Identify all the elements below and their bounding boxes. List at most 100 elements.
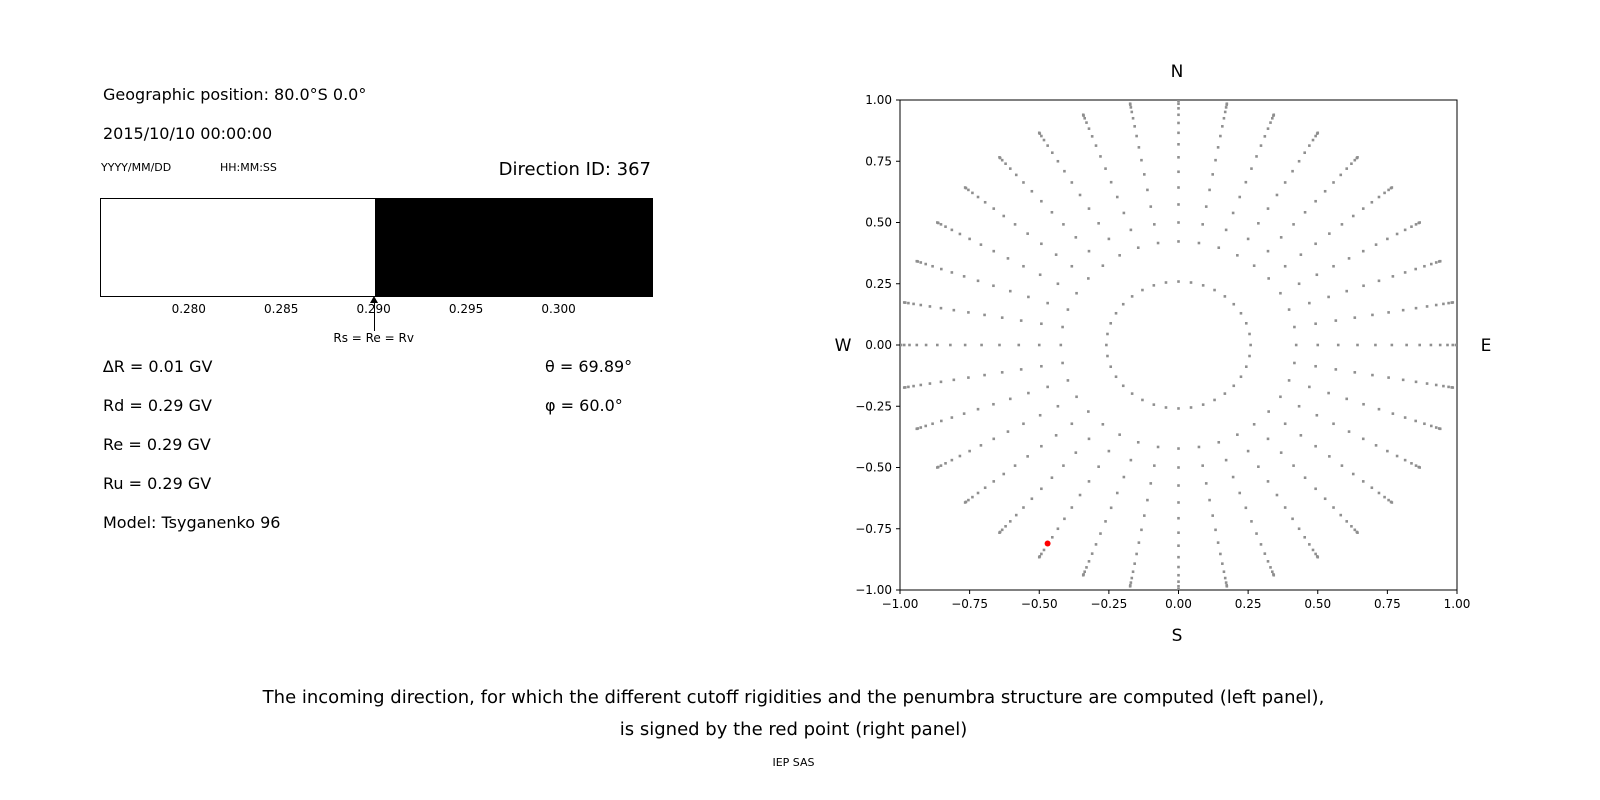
direction-dot xyxy=(1221,562,1224,565)
direction-dot xyxy=(1377,407,1381,411)
direction-dot xyxy=(1224,458,1228,462)
direction-dot xyxy=(1152,284,1156,287)
direction-dot xyxy=(936,221,939,224)
direction-dot xyxy=(1042,548,1046,552)
direction-dot xyxy=(1383,191,1386,195)
direction-dot xyxy=(1353,316,1357,319)
direction-dot xyxy=(1244,321,1248,325)
direction-dot xyxy=(1177,280,1180,283)
direction-dot xyxy=(1356,531,1359,534)
direction-dot xyxy=(1129,458,1133,462)
direction-dot xyxy=(1121,302,1125,306)
direction-dot xyxy=(1101,423,1105,426)
y-tick-label: −1.00 xyxy=(855,583,892,597)
direction-dot xyxy=(1223,295,1227,298)
direction-dot xyxy=(1087,207,1091,210)
direction-dot xyxy=(1267,277,1270,280)
plot-border xyxy=(899,99,1458,591)
direction-dot xyxy=(1299,253,1303,256)
direction-dot xyxy=(1118,254,1121,257)
direction-dot xyxy=(1272,113,1276,117)
direction-dot xyxy=(1050,476,1054,480)
direction-dot xyxy=(1255,155,1258,158)
y-tick-label: 0.75 xyxy=(865,154,892,168)
direction-dot xyxy=(1377,279,1381,283)
direction-dot xyxy=(1038,413,1042,417)
x-tick-label: 0.00 xyxy=(1165,597,1192,611)
direction-dot xyxy=(979,444,983,447)
direction-dot xyxy=(1297,527,1301,531)
direction-dot xyxy=(949,343,952,347)
direction-dot xyxy=(1070,264,1074,268)
direction-dot xyxy=(1279,291,1282,295)
direction-dot xyxy=(1177,565,1180,569)
direction-dot xyxy=(1085,566,1088,569)
direction-dot xyxy=(1177,240,1180,243)
direction-dot xyxy=(1056,282,1060,286)
direction-dot xyxy=(1339,513,1343,517)
direction-dot xyxy=(1136,440,1140,444)
direction-dot xyxy=(1266,560,1270,563)
direction-dot xyxy=(1314,444,1317,448)
direction-dot xyxy=(939,380,943,384)
direction-dot xyxy=(1414,419,1417,423)
direction-dot xyxy=(1410,462,1413,465)
direction-dot xyxy=(1223,392,1227,395)
direction-dot xyxy=(1299,434,1303,437)
direction-dot xyxy=(950,416,954,419)
direction-dot xyxy=(1451,386,1455,389)
direction-dot xyxy=(1152,403,1156,406)
direction-dot xyxy=(1177,131,1180,135)
direction-dot xyxy=(1374,343,1377,347)
x-tick-label: −1.00 xyxy=(882,597,919,611)
direction-dot xyxy=(1177,156,1180,159)
direction-dot xyxy=(1386,449,1389,453)
penumbra-tick-label: 0.280 xyxy=(171,302,206,316)
direction-dot xyxy=(1222,570,1226,574)
direction-dot xyxy=(1351,214,1355,218)
direction-dot xyxy=(952,378,956,382)
direction-dot xyxy=(1177,501,1180,504)
direction-dot xyxy=(1026,455,1029,458)
direction-dot xyxy=(1371,373,1374,377)
direction-dot xyxy=(1087,437,1091,441)
direction-dot xyxy=(1401,378,1405,382)
direction-dot xyxy=(1115,195,1119,199)
direction-dot xyxy=(1030,189,1034,193)
direction-dot xyxy=(1070,422,1074,426)
direction-dot xyxy=(1149,482,1153,485)
direction-dot xyxy=(1164,281,1168,284)
direction-dot xyxy=(1214,528,1217,532)
delta-r-value: ∆R = 0.01 GV xyxy=(103,357,213,376)
direction-dot xyxy=(1316,131,1320,135)
direction-dot xyxy=(1244,180,1248,184)
direction-dot xyxy=(900,343,902,347)
direction-dot xyxy=(1201,284,1205,287)
direction-dot xyxy=(950,458,954,462)
y-tick-label: 0.25 xyxy=(865,277,892,291)
direction-dot xyxy=(1141,398,1144,402)
direction-dot xyxy=(1014,513,1018,517)
direction-dot xyxy=(1177,102,1180,106)
direction-dot xyxy=(1231,211,1235,215)
direction-dot xyxy=(1377,491,1381,495)
direction-dot xyxy=(1386,237,1389,241)
direction-dot xyxy=(1040,199,1043,203)
date-format-label: YYYY/MM/DD xyxy=(101,161,172,174)
direction-dot xyxy=(1061,325,1064,329)
direction-dot xyxy=(1062,223,1065,226)
direction-dot xyxy=(1118,433,1121,436)
direction-dot xyxy=(1266,207,1270,210)
compass-label-E: E xyxy=(1481,336,1492,356)
direction-dot xyxy=(1040,444,1043,448)
direction-dot xyxy=(1217,440,1221,444)
direction-dot xyxy=(1423,422,1426,426)
direction-dot xyxy=(1214,158,1217,162)
direction-dot xyxy=(1339,173,1343,177)
direction-dot xyxy=(1040,552,1043,556)
direction-dot xyxy=(1054,434,1058,437)
direction-dot xyxy=(1387,498,1390,502)
direction-dot xyxy=(958,232,962,236)
direction-dot xyxy=(952,308,956,312)
